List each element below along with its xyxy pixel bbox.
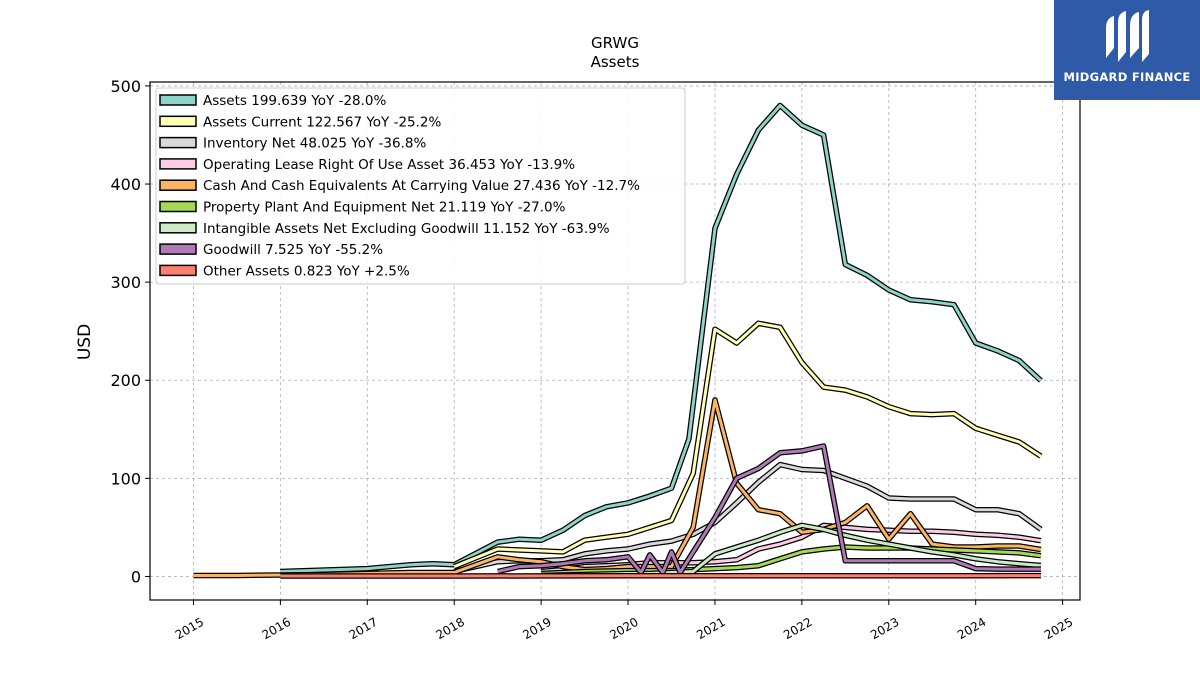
legend-label: Cash And Cash Equivalents At Carrying Va…	[203, 178, 640, 194]
legend-label: Operating Lease Right Of Use Asset 36.45…	[203, 157, 575, 173]
y-axis-label: USD	[75, 324, 95, 360]
legend-label: Inventory Net 48.025 YoY -36.8%	[203, 136, 426, 152]
legend-label: Assets Current 122.567 YoY -25.2%	[203, 114, 442, 130]
midgard-logo-icon	[1106, 10, 1149, 62]
series-line	[497, 444, 1041, 574]
x-tick-label: 2024	[955, 615, 988, 642]
y-tick-label: 300	[110, 273, 141, 292]
legend-swatch	[159, 115, 197, 128]
y-tick-label: 500	[110, 77, 141, 96]
legend-label: Goodwill 7.525 YoY -55.2%	[203, 242, 383, 258]
series-goodwill	[497, 443, 1041, 576]
legend-swatch	[159, 94, 197, 106]
plot-frame	[149, 81, 1081, 601]
legend-swatch	[159, 222, 197, 234]
chart-title: GRWG	[591, 34, 639, 52]
series-assets-current	[453, 320, 1043, 570]
series-line	[453, 463, 1042, 573]
x-tick-label: 2015	[173, 615, 206, 642]
x-tick-label: 2020	[607, 615, 640, 642]
legend-swatch	[159, 264, 197, 277]
series-inventory-net	[453, 461, 1043, 575]
series-assets	[280, 102, 1043, 575]
legend-label: Property Plant And Equipment Net 21.119 …	[203, 200, 566, 216]
x-tick-label: 2017	[347, 615, 380, 642]
legend-label: Other Assets 0.823 YoY +2.5%	[203, 263, 410, 279]
legend-swatch	[159, 136, 197, 149]
y-tick-label: 400	[110, 175, 141, 194]
series-cash-and-cash-equivalents-at-carrying-value	[193, 397, 1042, 579]
y-tick-label: 200	[110, 371, 141, 390]
legend-swatch	[159, 200, 197, 213]
plot-lines	[193, 102, 1043, 579]
midgard-finance-logo: MIDGARD FINANCE	[1054, 0, 1200, 100]
series-line	[193, 398, 1042, 577]
x-tick-label: 2016	[260, 615, 293, 642]
chart-subtitle: Assets	[591, 53, 640, 71]
legend-box	[155, 87, 686, 285]
logo-text: MIDGARD FINANCE	[1063, 70, 1191, 84]
series-line	[280, 104, 1042, 573]
legend: Assets 199.639 YoY -28.0% Assets Current …	[155, 87, 686, 285]
legend-swatch	[159, 179, 197, 191]
x-tick-label: 2021	[694, 615, 727, 642]
x-tick-label: 2022	[781, 615, 814, 642]
y-tick-label: 100	[110, 469, 141, 488]
x-tick-label: 2019	[520, 615, 553, 642]
y-tick-label: 0	[131, 567, 141, 586]
legend-label: Intangible Assets Net Excluding Goodwill…	[203, 221, 610, 237]
x-tick-label: 2023	[868, 615, 901, 642]
x-tick-label: 2018	[433, 615, 466, 642]
legend-swatch	[159, 158, 197, 170]
legend-swatch	[159, 243, 197, 255]
legend-label: Assets 199.639 YoY -28.0%	[203, 93, 387, 109]
series-line	[453, 321, 1042, 568]
x-tick-label: 2025	[1042, 615, 1075, 642]
